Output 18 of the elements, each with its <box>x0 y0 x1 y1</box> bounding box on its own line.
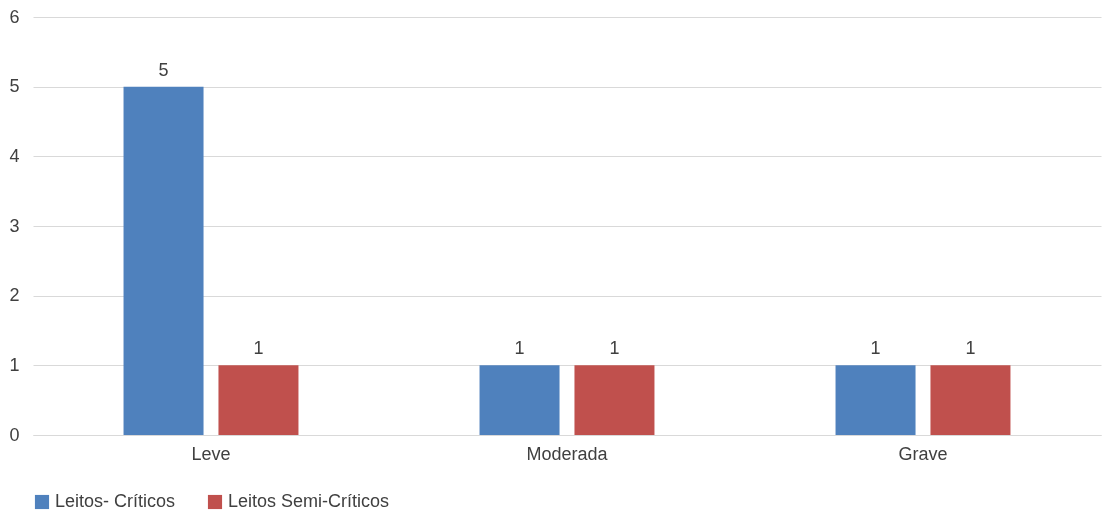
data-label: 5 <box>158 59 169 80</box>
data-label: 1 <box>965 338 976 359</box>
y-tick-label: 3 <box>9 215 20 236</box>
x-tick-label: Moderada <box>526 443 609 464</box>
y-tick-label: 5 <box>9 76 20 97</box>
data-label: 1 <box>609 338 620 359</box>
y-tick-label: 1 <box>9 354 20 375</box>
y-tick-label: 6 <box>9 6 20 27</box>
legend-label: Leitos Semi-Críticos <box>228 491 390 511</box>
y-tick-label: 0 <box>9 424 20 445</box>
y-tick-label: 4 <box>9 145 20 166</box>
y-tick-label: 2 <box>9 285 20 306</box>
data-label: 1 <box>514 338 525 359</box>
data-label: 1 <box>870 338 881 359</box>
x-tick-label: Leve <box>191 443 231 464</box>
x-tick-label: Grave <box>898 443 948 464</box>
data-label: 1 <box>253 338 264 359</box>
legend-label: Leitos- Críticos <box>55 491 176 511</box>
